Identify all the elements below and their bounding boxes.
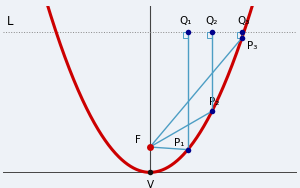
Text: Q₃: Q₃ xyxy=(238,16,250,26)
Text: L: L xyxy=(7,15,14,28)
Text: P₃: P₃ xyxy=(247,41,257,51)
Text: Q₂: Q₂ xyxy=(206,16,218,26)
Text: P₂: P₂ xyxy=(209,97,220,107)
Text: Q₁: Q₁ xyxy=(179,16,192,26)
Text: V: V xyxy=(146,180,154,188)
Text: F: F xyxy=(135,135,141,145)
Text: P₁: P₁ xyxy=(174,138,185,148)
